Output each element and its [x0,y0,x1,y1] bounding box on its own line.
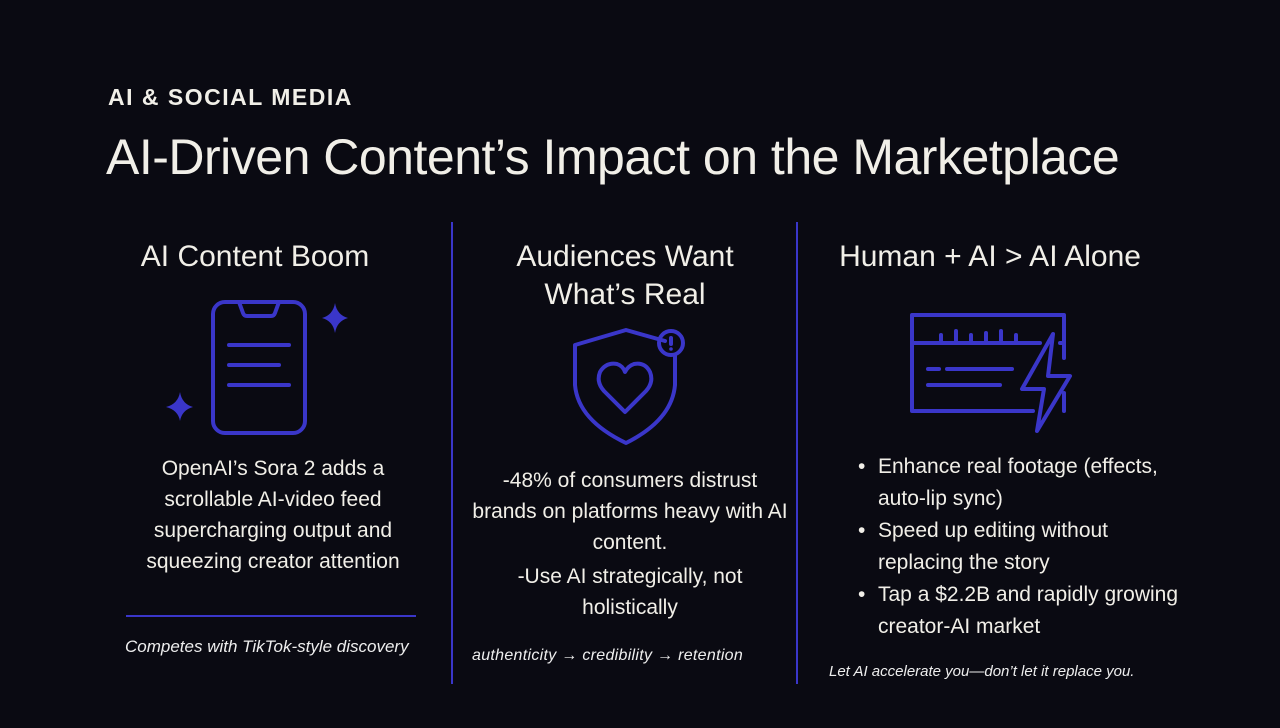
column-note: Let AI accelerate you—don’t let it repla… [829,663,1135,680]
column-note: Competes with TikTok-style discovery [125,637,409,656]
column-note: authenticity → credibility → retention [472,647,744,664]
list-item: Enhance real footage (effects, auto-lip … [856,451,1186,515]
column-body-line2: -Use AI strategically, not holistically [517,565,743,619]
page-title: AI-Driven Content’s Impact on the Market… [106,129,1120,185]
column-heading-line2: What’s Real [544,278,706,311]
benefit-list: Enhance real footage (effects, auto-lip … [856,451,1186,643]
column-heading: Human + AI > AI Alone [839,240,1141,273]
column-heading-line1: Audiences Want [516,240,734,273]
list-item: Tap a $2.2B and rapidly growing creator-… [856,579,1186,643]
column-divider-left [451,222,453,684]
smartphone-sparkles-icon [166,300,348,435]
eyebrow-label: AI & SOCIAL MEDIA [108,84,353,110]
shield-heart-icon [573,328,685,445]
column-divider-right [796,222,798,684]
column-body: OpenAI’s Sora 2 adds a scrollable AI-vid… [146,457,400,573]
column-underline [126,615,416,617]
column-heading: AI Content Boom [140,240,370,273]
column-body-line1: -48% of consumers distrust brands on pla… [472,469,788,554]
video-editor-lightning-icon [910,313,1072,433]
list-item: Speed up editing without replacing the s… [856,515,1186,579]
